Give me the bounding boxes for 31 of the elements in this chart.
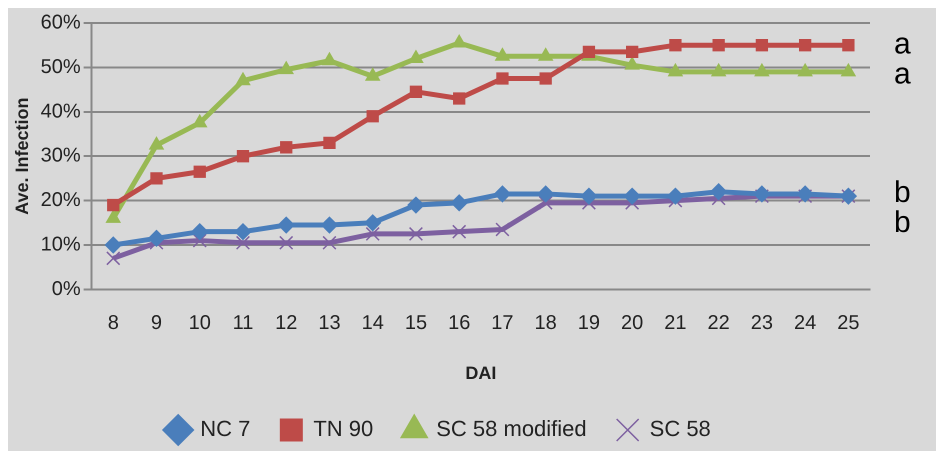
- y-tick-label: 60%: [40, 12, 81, 34]
- x-tick-label: 25: [837, 312, 860, 334]
- x-tick-label: 22: [708, 312, 730, 334]
- x-axis-title: DAI: [465, 363, 496, 384]
- x-tick-label: 19: [578, 312, 600, 334]
- x-tick-label: 17: [491, 312, 514, 334]
- x-tick-label: 11: [232, 312, 254, 334]
- x-tick-label: 13: [318, 312, 341, 334]
- legend-label: SC 58: [650, 416, 711, 442]
- legend-label: NC 7: [200, 416, 250, 442]
- y-tick-label: 40%: [40, 100, 81, 122]
- x-tick-label: 9: [150, 312, 162, 334]
- y-tick-label: 0%: [52, 278, 81, 300]
- x-tick-label: 14: [362, 312, 384, 334]
- y-tick-label: 10%: [40, 234, 81, 256]
- y-tick-label: 20%: [40, 189, 81, 212]
- legend-label: SC 58 modified: [436, 416, 587, 442]
- x-tick-label: 12: [275, 312, 298, 334]
- y-tick-label: 50%: [40, 56, 81, 78]
- y-tick-label: 30%: [40, 144, 81, 167]
- x-tick-label: 8: [108, 312, 119, 334]
- x-tick-label: 10: [188, 312, 211, 334]
- x-tick-label: 21: [664, 312, 687, 334]
- x-tick-label: 24: [794, 312, 816, 334]
- x-tick-label: 20: [621, 312, 644, 334]
- x-tick-label: 18: [534, 312, 557, 334]
- y-axis-title: Ave. Infection: [12, 98, 32, 215]
- x-tick-label: 15: [404, 312, 428, 334]
- legend-label: TN 90: [313, 416, 374, 442]
- x-tick-label: 23: [750, 312, 774, 334]
- x-tick-label: 16: [448, 312, 470, 334]
